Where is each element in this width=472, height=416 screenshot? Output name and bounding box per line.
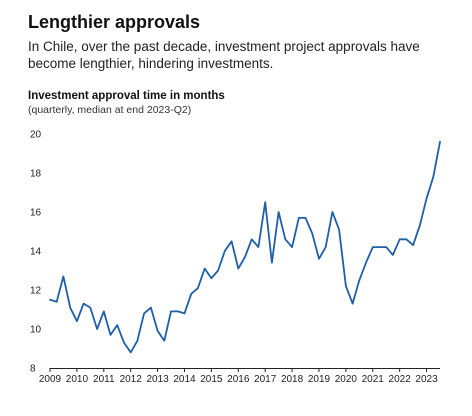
data-point xyxy=(264,201,266,203)
chart-subtitle: (quarterly, median at end 2023-Q2) xyxy=(28,104,192,116)
series-line xyxy=(49,140,441,354)
data-point xyxy=(432,176,434,178)
data-point xyxy=(190,293,192,295)
data-point xyxy=(170,310,172,312)
x-tick-label: 2010 xyxy=(66,374,89,385)
data-point xyxy=(385,246,387,248)
x-tick-label: 2023 xyxy=(415,374,438,385)
data-point xyxy=(76,320,78,322)
data-point xyxy=(163,340,165,342)
data-point xyxy=(318,258,320,260)
y-tick-label: 16 xyxy=(30,208,42,219)
x-tick-label: 2016 xyxy=(227,374,250,385)
data-point xyxy=(103,310,105,312)
x-tick-label: 2019 xyxy=(308,374,331,385)
data-point xyxy=(331,211,333,213)
data-point xyxy=(405,238,407,240)
data-point xyxy=(69,306,71,308)
y-tick-label: 14 xyxy=(30,247,42,258)
data-point xyxy=(82,302,84,304)
x-tick-label: 2013 xyxy=(146,374,169,385)
chart-title: Investment approval time in months xyxy=(28,90,225,102)
data-point xyxy=(210,277,212,279)
data-point xyxy=(224,250,226,252)
data-point xyxy=(96,328,98,330)
data-point xyxy=(277,211,279,213)
data-point xyxy=(298,217,300,219)
y-tick-label: 12 xyxy=(30,286,42,297)
data-point xyxy=(398,238,400,240)
y-tick-label: 10 xyxy=(30,325,42,336)
page-subtitle: In Chile, over the past decade, investme… xyxy=(28,39,420,71)
data-point xyxy=(203,267,205,269)
data-point xyxy=(89,306,91,308)
data-point xyxy=(372,246,374,248)
data-point xyxy=(217,269,219,271)
data-point xyxy=(156,330,158,332)
data-point xyxy=(345,285,347,287)
data-point xyxy=(123,341,125,343)
data-point xyxy=(291,246,293,248)
data-point xyxy=(143,312,145,314)
data-point xyxy=(365,262,367,264)
data-point xyxy=(378,246,380,248)
data-point xyxy=(284,238,286,240)
x-tick-label: 2022 xyxy=(389,374,412,385)
data-point xyxy=(136,340,138,342)
data-point xyxy=(412,244,414,246)
data-point xyxy=(351,302,353,304)
data-point xyxy=(304,217,306,219)
data-point xyxy=(177,310,179,312)
data-point xyxy=(251,238,253,240)
data-point xyxy=(49,299,51,301)
data-point xyxy=(392,254,394,256)
x-tick-label: 2012 xyxy=(120,374,143,385)
x-tick-label: 2021 xyxy=(362,374,385,385)
data-point xyxy=(419,224,421,226)
data-point xyxy=(129,351,131,353)
data-point xyxy=(324,246,326,248)
data-point xyxy=(150,306,152,308)
data-point xyxy=(183,312,185,314)
data-point xyxy=(237,267,239,269)
data-point xyxy=(230,240,232,242)
data-point xyxy=(271,262,273,264)
y-tick-label: 8 xyxy=(30,364,36,375)
data-point xyxy=(56,301,58,303)
x-tick-label: 2011 xyxy=(93,374,115,385)
x-tick-label: 2017 xyxy=(254,374,277,385)
page-title: Lengthier approvals xyxy=(28,12,201,32)
data-point xyxy=(439,141,441,143)
data-point xyxy=(257,246,259,248)
x-tick-label: 2018 xyxy=(281,374,304,385)
x-tick-label: 2020 xyxy=(335,374,358,385)
x-tick-label: 2009 xyxy=(39,374,62,385)
x-tick-label: 2015 xyxy=(200,374,223,385)
y-tick-label: 20 xyxy=(30,130,42,141)
data-point xyxy=(338,228,340,230)
data-point xyxy=(244,256,246,258)
y-tick-label: 18 xyxy=(30,169,42,180)
data-point xyxy=(62,275,64,277)
data-point xyxy=(425,197,427,199)
data-point xyxy=(197,287,199,289)
data-point xyxy=(311,232,313,234)
data-point xyxy=(358,279,360,281)
data-point xyxy=(109,334,111,336)
data-point xyxy=(116,324,118,326)
x-tick-label: 2014 xyxy=(173,374,196,385)
